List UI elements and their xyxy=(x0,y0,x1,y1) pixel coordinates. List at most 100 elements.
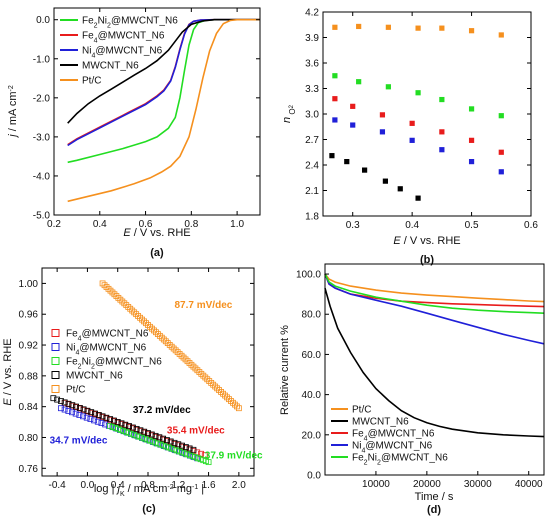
panel-d-ylabel: Relative current % xyxy=(279,325,291,415)
data-point-black xyxy=(164,437,170,443)
y-tick-label: 1.8 xyxy=(305,212,319,223)
legend-label: Fe4@MWCNT_N6 xyxy=(66,329,149,343)
data-point-blue xyxy=(332,117,338,123)
y-tick-label: 2.4 xyxy=(305,161,319,172)
data-point-black xyxy=(175,441,182,448)
y-tick-label: 4.2 xyxy=(305,8,319,19)
data-point-orange xyxy=(127,305,134,312)
data-point-orange xyxy=(117,296,124,303)
data-point-black xyxy=(171,439,178,446)
data-point-orange xyxy=(139,316,145,323)
data-point-orange xyxy=(149,325,155,332)
y-tick-label: 3.6 xyxy=(305,59,319,70)
data-point-orange xyxy=(143,320,149,327)
y-tick-label: 2.1 xyxy=(305,186,319,197)
data-point-orange xyxy=(125,304,132,310)
legend-marker-orange xyxy=(51,385,60,393)
data-point-black xyxy=(133,425,140,432)
legend-marker-blue xyxy=(51,343,60,351)
y-tick-label: -1.0 xyxy=(33,54,51,65)
data-point-blue xyxy=(72,410,79,417)
data-point-blue xyxy=(439,147,445,153)
x-tick-label: 2.0 xyxy=(232,480,246,491)
data-point-black xyxy=(344,159,350,165)
panel-c-axes: -0.4 0.0 0.4 0.8 1.2 1.6 2.0 0.76 0.80 0.84 0.88 0.… xyxy=(19,268,254,491)
data-point-orange xyxy=(105,285,112,292)
x-tick-label: 0.4 xyxy=(93,219,107,230)
data-point-orange xyxy=(119,298,126,305)
data-point-red xyxy=(198,450,204,457)
data-point-orange xyxy=(109,289,116,296)
data-point-orange xyxy=(498,32,504,38)
data-point-orange xyxy=(214,385,221,392)
data-point-black xyxy=(69,402,76,409)
data-point-orange xyxy=(356,23,362,30)
data-point-orange xyxy=(196,369,203,375)
data-point-orange xyxy=(222,392,228,399)
data-point-orange xyxy=(210,381,217,388)
data-point-blue xyxy=(65,408,72,414)
panel-d-axes: 10000 20000 30000 40000 0.0 20.0 40.0 60.0 80.0 1… xyxy=(296,270,543,490)
data-point-orange xyxy=(228,398,234,404)
data-point-orange xyxy=(385,24,391,30)
x-tick-label: 1.0 xyxy=(230,219,244,230)
data-point-black xyxy=(118,420,125,427)
data-point-orange xyxy=(224,394,230,401)
data-point-black xyxy=(114,419,121,425)
data-point-red xyxy=(468,137,475,143)
data-point-orange xyxy=(164,340,171,346)
y-tick-label: 0.80 xyxy=(19,433,39,444)
data-point-black xyxy=(148,431,155,438)
data-point-orange xyxy=(200,372,207,379)
data-point-orange xyxy=(170,345,177,352)
y-tick-label: 0.0 xyxy=(307,471,321,482)
data-point-blue xyxy=(350,122,356,128)
series-line-green xyxy=(324,273,545,314)
slope-annotation: 35.4 mV/dec xyxy=(167,426,225,437)
panel-b-axes: 0.3 0.4 0.5 0.6 1.8 2.1 2.4 2.7 3.0 3.3 3.6 3.9 4.2 xyxy=(305,8,538,232)
data-point-black xyxy=(61,399,68,406)
data-point-orange xyxy=(135,313,142,319)
data-point-blue xyxy=(102,421,109,428)
series-line-blue xyxy=(324,273,545,345)
data-point-blue xyxy=(98,420,105,426)
data-point-black xyxy=(397,186,403,192)
y-tick-label: 100.0 xyxy=(296,270,321,281)
series-line-red xyxy=(324,273,545,308)
panel-c-series xyxy=(50,280,242,466)
data-point-orange xyxy=(204,376,211,383)
data-point-black xyxy=(160,435,167,442)
data-point-orange xyxy=(176,351,183,357)
x-tick-label: 0.0 xyxy=(80,480,94,491)
data-point-black xyxy=(65,400,72,407)
data-point-orange xyxy=(103,284,110,290)
panel-c-legend: Fe4@MWCNT_N6Ni4@MWCNT_N6Fe2Ni2@MWCNT_N6M… xyxy=(51,329,162,396)
y-tick-label: 0.88 xyxy=(19,371,39,382)
data-point-red xyxy=(439,129,445,135)
data-point-black xyxy=(179,442,185,449)
panel-d: 10000 20000 30000 40000 0.0 20.0 40.0 60.0 80.0 1… xyxy=(279,263,545,516)
data-point-green xyxy=(439,96,445,103)
data-point-orange xyxy=(153,329,159,336)
panel-d-caption: (d) xyxy=(427,504,441,516)
data-point-orange xyxy=(180,354,187,361)
data-point-blue xyxy=(468,159,475,165)
data-point-orange xyxy=(174,349,181,356)
panel-d-legend: Pt/CMWCNT_N6Fe4@MWCNT_N6Ni4@MWCNT_N6Fe2N… xyxy=(331,405,448,467)
legend-marker-red xyxy=(51,329,60,337)
data-point-green xyxy=(385,84,391,90)
data-point-blue xyxy=(91,417,97,424)
panel-c-annotations: 87.7 mV/dec 37.2 mV/dec 35.4 mV/dec 34.7 mV… xyxy=(50,300,263,461)
y-tick-label: 0.0 xyxy=(36,15,50,26)
data-point-black xyxy=(111,417,117,424)
data-point-black xyxy=(122,421,129,428)
data-point-green xyxy=(498,113,504,119)
data-point-black xyxy=(382,178,388,184)
data-point-black xyxy=(167,438,174,445)
data-point-black xyxy=(129,424,136,431)
legend-label: Fe2Ni2@MWCNT_N6 xyxy=(352,453,448,467)
data-point-orange xyxy=(154,331,161,337)
x-tick-label: 40000 xyxy=(515,479,543,490)
panel-c-xlabel: log | jK / mA cm-2 mg-1 | xyxy=(94,483,204,498)
